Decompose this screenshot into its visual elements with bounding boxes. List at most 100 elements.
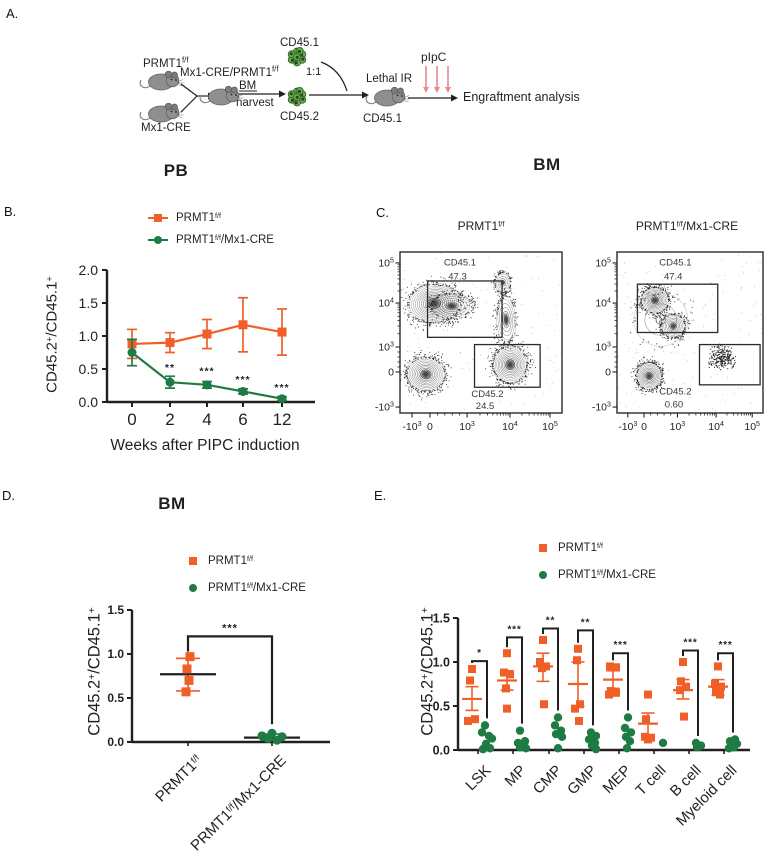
panel-d-y-axis-label: CD45.2+/CD45.1+ [85, 607, 104, 736]
svg-text:1.5: 1.5 [107, 603, 124, 617]
svg-text:***: *** [507, 624, 521, 635]
svg-text:CD45.1: CD45.1 [444, 258, 476, 269]
svg-text:105: 105 [542, 420, 558, 433]
svg-text:Mx1-CRE: Mx1-CRE [141, 122, 191, 134]
svg-text:105: 105 [595, 256, 611, 269]
svg-text:105: 105 [744, 420, 760, 433]
svg-text:0.5: 0.5 [79, 361, 99, 377]
svg-text:103: 103 [595, 341, 611, 354]
svg-text:0: 0 [388, 366, 394, 378]
svg-text:24.5: 24.5 [476, 401, 495, 412]
svg-text:*: * [477, 648, 482, 659]
svg-text:CD45.2: CD45.2 [471, 389, 503, 400]
svg-text:47.4: 47.4 [664, 271, 683, 282]
panel-c-flow-plots: CD45.1 47.3 CD45.224.5 -103 0 103 104 105 105 104… [375, 251, 764, 433]
panel-e-legend: PRMT1f/f PRMT1f/f/Mx1-CRE [538, 534, 656, 588]
svg-text:-103: -103 [375, 401, 394, 414]
panel-d-label: D. [2, 488, 15, 503]
svg-text:1:1: 1:1 [306, 66, 321, 78]
svg-text:**: ** [165, 362, 175, 374]
panel-b-x-axis-label: Weeks after PIPC induction [110, 437, 300, 454]
svg-text:***: *** [613, 640, 627, 651]
svg-text:0: 0 [641, 421, 647, 433]
svg-text:pIpC: pIpC [421, 50, 447, 64]
svg-text:104: 104 [378, 297, 394, 310]
svg-text:0.0: 0.0 [79, 394, 99, 410]
svg-text:CD45.1: CD45.1 [659, 258, 691, 269]
svg-text:104: 104 [708, 420, 724, 433]
orange-square-icon [538, 543, 550, 553]
svg-text:***: *** [274, 382, 289, 394]
svg-text:***: *** [199, 365, 214, 377]
svg-text:0.60: 0.60 [665, 399, 684, 410]
svg-text:CD45.1: CD45.1 [280, 37, 319, 49]
header-bm-panel-d: BM [158, 494, 186, 513]
svg-text:2: 2 [165, 410, 174, 429]
green-circle-line-icon [148, 234, 168, 246]
legend-label-prmt1: PRMT1f/f [176, 211, 221, 224]
svg-text:**: ** [581, 617, 590, 628]
svg-text:0: 0 [427, 421, 433, 433]
svg-text:4: 4 [202, 410, 211, 429]
svg-text:BM: BM [239, 80, 256, 92]
svg-text:Engraftment analysis: Engraftment analysis [463, 90, 580, 104]
legend-label-prmt1-mx1cre: PRMT1f/f/Mx1-CRE [208, 581, 306, 594]
svg-text:2.0: 2.0 [79, 262, 99, 278]
panel-a-schematic: PRMT1f/f Mx1-CRE Mx1-CRE/PRMT1f/fBM harvest… [139, 37, 580, 134]
orange-square-line-icon [148, 212, 168, 224]
legend-label-prmt1-mx1cre: PRMT1f/f/Mx1-CRE [176, 233, 274, 246]
svg-text:0.5: 0.5 [107, 691, 124, 705]
legend-label-prmt1: PRMT1f/f [558, 541, 603, 554]
svg-text:PRMT1f/f: PRMT1f/f [143, 56, 189, 70]
svg-text:47.3: 47.3 [448, 271, 467, 282]
green-circle-icon [538, 570, 550, 580]
svg-text:104: 104 [502, 420, 518, 433]
svg-text:1.0: 1.0 [79, 328, 99, 344]
svg-text:harvest: harvest [236, 97, 275, 109]
panel-c-title-prmt1: PRMT1f/f [457, 219, 505, 233]
svg-text:1.5: 1.5 [433, 612, 450, 626]
svg-text:**: ** [546, 616, 555, 627]
svg-text:CD45.2: CD45.2 [280, 111, 319, 123]
svg-text:Lethal IR: Lethal IR [366, 73, 412, 85]
legend-row-prmt1-mx1cre: PRMT1f/f/Mx1-CRE [188, 574, 306, 601]
svg-text:0: 0 [127, 410, 136, 429]
legend-row-prmt1-mx1cre: PRMT1f/f/Mx1-CRE [538, 561, 656, 588]
svg-text:1.0: 1.0 [107, 647, 124, 661]
panel-e-label: E. [374, 488, 387, 503]
panel-a-label: A. [6, 6, 19, 21]
panel-b-line-chart: 0.00.51.01.52.00 2 4 6 12** ********* [79, 262, 315, 429]
panel-d-xtick-prmt1-mx1cre: PRMT1f/f/Mx1-CRE [187, 752, 291, 855]
svg-text:1.0: 1.0 [433, 656, 450, 670]
legend-row-prmt1: PRMT1f/f [188, 547, 306, 574]
panel-d-scatter-chart: 0.0 0.5 1.0 1.5 *** [107, 603, 330, 749]
header-pb: PB [163, 161, 189, 180]
svg-text:0.0: 0.0 [433, 744, 450, 758]
legend-row-prmt1-mx1cre: PRMT1f/f/Mx1-CRE [148, 229, 274, 251]
svg-text:***: *** [222, 622, 238, 634]
panel-e-y-axis-label: CD45.2+/CD45.1+ [418, 607, 437, 736]
svg-text:0.0: 0.0 [107, 735, 124, 749]
header-bm-panel-c: BM [533, 155, 561, 174]
svg-text:0.5: 0.5 [433, 700, 450, 714]
svg-text:105: 105 [378, 256, 394, 269]
svg-text:104: 104 [595, 297, 611, 310]
svg-text:12: 12 [273, 410, 292, 429]
svg-text:103: 103 [378, 341, 394, 354]
svg-text:Mx1-CRE/PRMT1f/f: Mx1-CRE/PRMT1f/f [180, 65, 279, 79]
panel-b-y-axis-label: CD45.2+/CD45.1+ [43, 276, 61, 393]
legend-label-prmt1: PRMT1f/f [208, 554, 253, 567]
svg-text:6: 6 [238, 410, 247, 429]
green-circle-icon [188, 583, 200, 593]
legend-label-prmt1-mx1cre: PRMT1f/f/Mx1-CRE [558, 568, 656, 581]
svg-text:***: *** [683, 638, 697, 649]
legend-row-prmt1: PRMT1f/f [148, 207, 274, 229]
svg-text:-103: -103 [592, 401, 611, 414]
panel-b-label: B. [4, 204, 17, 219]
panel-c-title-prmt1-mx1cre: PRMT1f/f/Mx1-CRE [635, 219, 739, 233]
panel-b-legend: PRMT1f/f PRMT1f/f/Mx1-CRE [148, 207, 274, 251]
panel-c-label: C. [376, 205, 389, 220]
svg-text:CD45.1: CD45.1 [363, 113, 402, 125]
orange-square-icon [188, 556, 200, 566]
svg-text:1.5: 1.5 [79, 295, 99, 311]
